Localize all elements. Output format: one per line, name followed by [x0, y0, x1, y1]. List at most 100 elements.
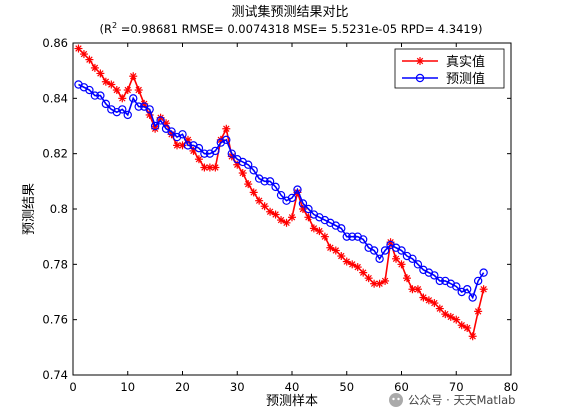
- y-tick-label-2: 0.78: [42, 257, 68, 271]
- subtitle-superscript: 2: [112, 21, 117, 30]
- data-point: [118, 105, 127, 114]
- x-tick-label-6: 60: [394, 380, 409, 394]
- x-tick-label-5: 50: [339, 380, 354, 394]
- data-point: [222, 135, 231, 145]
- data-point: [315, 227, 324, 236]
- data-point: [90, 63, 99, 72]
- data-point: [408, 254, 417, 263]
- data-point: [249, 166, 258, 175]
- data-point: [375, 254, 384, 263]
- series-layer: [74, 44, 488, 341]
- data-point: [359, 268, 368, 277]
- data-point: [424, 296, 433, 305]
- legend: 真实值 预测值: [394, 48, 505, 89]
- data-point: [129, 94, 138, 103]
- data-point: [134, 102, 143, 111]
- data-point: [348, 260, 357, 269]
- x-axis-label: 预测样本: [266, 394, 318, 409]
- data-point: [129, 72, 138, 81]
- data-point: [178, 130, 187, 139]
- legend-label-predicted: 预测值: [446, 71, 485, 87]
- data-point: [397, 246, 406, 255]
- data-point: [479, 285, 488, 294]
- data-point: [85, 55, 94, 64]
- data-point: [298, 199, 308, 208]
- data-point: [413, 260, 423, 269]
- data-point: [375, 279, 384, 288]
- wechat-icon: [389, 393, 403, 407]
- data-point: [90, 91, 100, 100]
- watermark-text: 公众号 · 天天Matlab: [408, 393, 516, 407]
- data-point: [348, 232, 357, 241]
- y-tick-label-6: 0.86: [42, 36, 68, 50]
- data-point: [74, 44, 83, 53]
- legend-marker-circle: [415, 73, 425, 83]
- data-point: [468, 332, 477, 341]
- plot-area: [72, 42, 512, 376]
- data-point: [381, 276, 390, 285]
- data-point: [282, 218, 291, 227]
- data-point: [266, 207, 275, 216]
- x-tick-label-4: 40: [285, 380, 300, 394]
- y-tick-label-1: 0.76: [42, 313, 68, 327]
- legend-star-mark: [416, 57, 424, 65]
- y-tick-label-0: 0.74: [42, 368, 68, 382]
- data-point: [304, 204, 313, 214]
- data-point: [145, 105, 154, 114]
- data-point: [452, 315, 461, 324]
- data-point: [211, 146, 220, 156]
- data-point: [194, 143, 204, 153]
- data-point: [123, 110, 132, 120]
- data-point: [402, 274, 411, 283]
- data-point: [337, 252, 346, 261]
- data-point: [468, 293, 477, 302]
- data-point: [260, 177, 269, 186]
- data-point: [238, 169, 247, 178]
- subtitle-prefix: (R: [99, 22, 111, 36]
- x-tick-label-1: 10: [120, 380, 135, 394]
- data-point: [358, 235, 368, 244]
- data-point: [331, 246, 340, 255]
- data-point: [276, 190, 286, 200]
- data-point: [107, 80, 116, 89]
- y-axis-label: 预测结果: [22, 183, 37, 235]
- data-point: [397, 260, 406, 269]
- data-point: [156, 116, 165, 125]
- data-point: [435, 304, 444, 313]
- data-point: [123, 86, 132, 95]
- data-point: [474, 307, 483, 316]
- axis-ticks: 0 10 20 30 40 50 60 70 80 0.74 0.76 0.78 0.8 0.82 0.84…: [42, 36, 518, 394]
- data-point: [430, 271, 439, 280]
- data-point: [96, 69, 105, 78]
- legend-circle-mark: [415, 73, 425, 83]
- data-point: [112, 86, 121, 95]
- data-point: [134, 86, 143, 95]
- data-point: [211, 163, 220, 172]
- wechat-icon-eye-left: [392, 397, 395, 401]
- y-tick-label-4: 0.82: [42, 147, 68, 161]
- subtitle-metrics: =0.98681 RMSE= 0.0074318 MSE= 5.5231e-05…: [117, 22, 482, 36]
- y-tick-label-5: 0.84: [42, 91, 68, 105]
- data-point: [353, 263, 362, 272]
- x-tick-label-0: 0: [69, 380, 76, 394]
- series-1: [74, 80, 488, 302]
- data-point: [118, 94, 127, 103]
- data-point: [200, 149, 209, 158]
- data-point: [287, 193, 297, 203]
- data-point: [430, 299, 439, 308]
- data-point: [452, 282, 461, 291]
- chart-subtitle: (R2 =0.98681 RMSE= 0.0074318 MSE= 5.5231…: [99, 21, 482, 36]
- data-point: [260, 202, 269, 211]
- data-point: [435, 276, 445, 286]
- legend-marker-star: [416, 57, 424, 65]
- x-tick-label-3: 30: [230, 380, 245, 394]
- wechat-icon-eye-right: [397, 397, 400, 401]
- watermark: 公众号 · 天天Matlab: [389, 393, 516, 407]
- data-point: [463, 323, 472, 332]
- data-point: [85, 85, 94, 95]
- data-point: [342, 232, 351, 241]
- data-point: [243, 160, 253, 169]
- data-point: [271, 210, 280, 219]
- data-point: [244, 180, 253, 189]
